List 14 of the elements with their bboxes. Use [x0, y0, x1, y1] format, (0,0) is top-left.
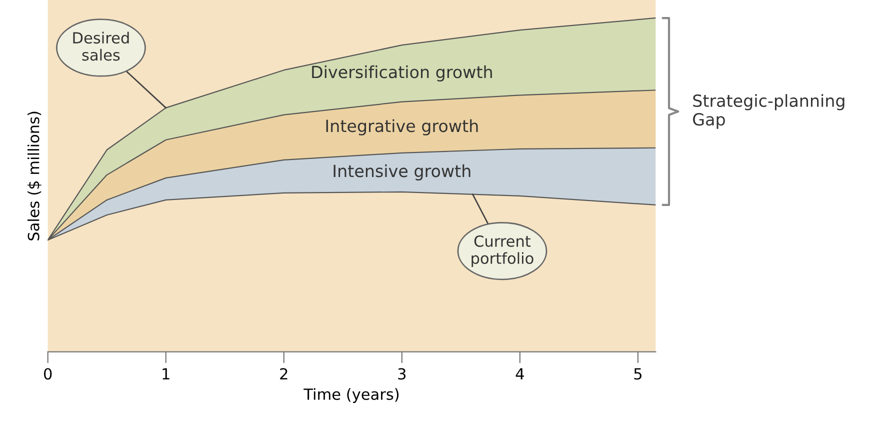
series-label: Diversification growth	[312, 65, 492, 82]
x-tick-label: 4	[516, 368, 524, 380]
series-label: Integrative growth	[326, 119, 478, 136]
annotation: Current portfolio	[472, 235, 534, 267]
y-axis-title: Sales ($ millions)	[28, 112, 42, 240]
x-axis-title: Time (years)	[304, 388, 399, 403]
text: Strategic-planning Gap	[693, 94, 844, 129]
x-tick-label: 3	[398, 368, 406, 380]
series-label: Intensive growth	[334, 164, 470, 180]
x-tick-label: 2	[280, 368, 288, 380]
x-tick-label: 1	[162, 368, 170, 380]
annotation: Desired sales	[73, 32, 129, 61]
x-tick-label: 5	[634, 368, 642, 380]
x-tick-label: 0	[44, 368, 52, 380]
